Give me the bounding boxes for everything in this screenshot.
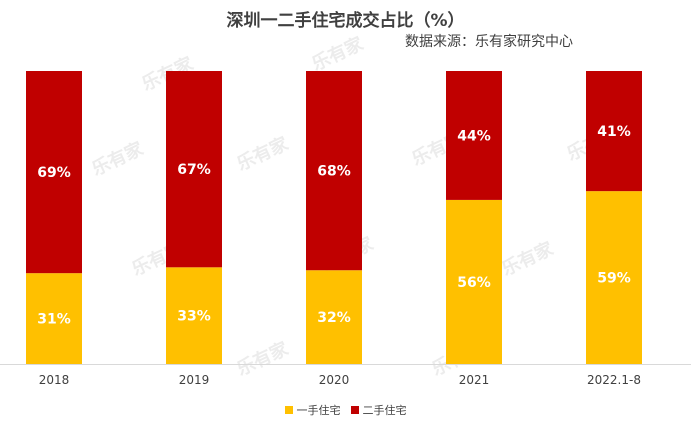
bar-segment-new-homes [306, 270, 362, 364]
data-label: 68% [317, 164, 351, 180]
bar-segment-resale-homes [446, 71, 502, 200]
bar-segment-resale-homes [166, 71, 222, 268]
data-label: 56% [457, 275, 491, 291]
data-label: 33% [177, 309, 211, 325]
data-label: 32% [317, 310, 351, 326]
stacked-bar-chart: 31% 69% 2018 33% 67% 2019 32% 68% 2020 56% 44% 2021… [0, 71, 691, 387]
bar-segment-resale-homes [586, 71, 642, 192]
bar-segment-new-homes [26, 273, 82, 364]
legend-item-new-homes: 一手住宅 [284, 402, 341, 418]
bar-segment-new-homes [446, 199, 502, 364]
data-label: 59% [597, 271, 631, 287]
x-tick-label: 2021 [459, 373, 490, 387]
data-label: 41% [597, 124, 631, 140]
data-label: 69% [37, 165, 71, 181]
bar-segment-resale-homes [26, 71, 82, 274]
data-label: 44% [457, 128, 491, 144]
x-tick-label: 2018 [39, 373, 70, 387]
legend: 一手住宅 二手住宅 [0, 402, 691, 418]
bar-segment-resale-homes [306, 71, 362, 271]
legend-swatch [350, 406, 359, 414]
bar-segment-new-homes [166, 267, 222, 364]
bar-segment-new-homes [586, 191, 642, 364]
x-tick-label: 2019 [179, 373, 210, 387]
legend-label: 一手住宅 [296, 404, 341, 417]
x-tick-label: 2022.1-8 [587, 373, 641, 387]
legend-label: 二手住宅 [362, 404, 407, 417]
data-label: 67% [177, 162, 211, 178]
chart-title: 深圳一二手住宅成交占比（%） [226, 11, 465, 31]
data-source-note: 数据来源：乐有家研究中心 [405, 34, 573, 50]
legend-item-resale-homes: 二手住宅 [350, 402, 407, 418]
x-tick-label: 2020 [319, 373, 350, 387]
legend-swatch [284, 406, 293, 414]
data-label: 31% [37, 312, 71, 328]
